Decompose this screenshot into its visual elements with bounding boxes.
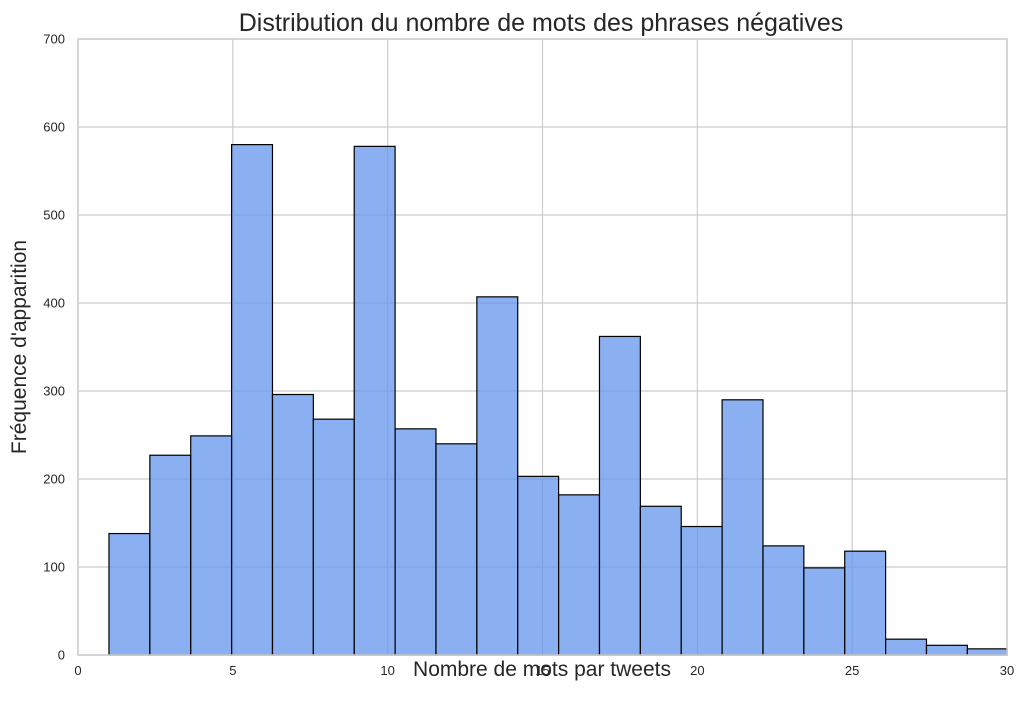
y-tick-label: 100 xyxy=(43,560,65,575)
histogram-bar xyxy=(680,525,723,656)
bars xyxy=(108,144,1008,656)
x-tick-label: 20 xyxy=(690,663,704,678)
histogram-bar xyxy=(353,145,396,656)
histogram-bar xyxy=(435,443,478,656)
histogram-bar xyxy=(108,532,151,656)
histogram-bar xyxy=(803,567,846,656)
y-tick-label: 300 xyxy=(43,384,65,399)
histogram-bar xyxy=(966,648,1008,656)
histogram-bar xyxy=(190,435,233,656)
histogram-bar xyxy=(149,454,192,656)
y-axis-label: Fréquence d'apparition xyxy=(8,240,31,454)
x-tick-label: 10 xyxy=(380,663,394,678)
x-axis-ticks: 0 5 10 15 20 25 30 xyxy=(74,663,1014,678)
histogram-bar xyxy=(925,644,968,656)
y-tick-label: 500 xyxy=(43,208,65,223)
y-tick-label: 400 xyxy=(43,296,65,311)
x-tick-label: 5 xyxy=(229,663,236,678)
x-axis-label: Nombre de mots par tweets xyxy=(413,658,671,681)
histogram-bar xyxy=(721,399,764,656)
y-tick-label: 0 xyxy=(58,648,65,663)
histogram-bar xyxy=(762,545,805,656)
histogram-bar xyxy=(394,428,437,656)
histogram-bar xyxy=(844,550,887,656)
y-tick-label: 200 xyxy=(43,472,65,487)
x-tick-label: 25 xyxy=(845,663,859,678)
histogram-bar xyxy=(558,494,601,656)
histogram-bar xyxy=(312,418,355,656)
y-tick-label: 600 xyxy=(43,120,65,135)
histogram-bar xyxy=(271,393,314,656)
x-tick-label: 0 xyxy=(74,663,81,678)
histogram-bar xyxy=(598,335,641,656)
histogram-bar xyxy=(517,475,560,656)
histogram-bar xyxy=(476,296,519,656)
y-axis-ticks: 0 100 200 300 400 500 600 700 xyxy=(43,32,65,663)
plot-frame xyxy=(77,38,1008,656)
x-tick-label: 15 xyxy=(535,663,549,678)
histogram-bar xyxy=(639,505,682,656)
histogram-bar xyxy=(230,144,274,656)
chart-title: Distribution du nombre de mots des phras… xyxy=(239,9,844,37)
histogram-bar xyxy=(885,638,928,656)
x-tick-label: 30 xyxy=(1000,663,1014,678)
y-tick-label: 700 xyxy=(43,32,65,47)
